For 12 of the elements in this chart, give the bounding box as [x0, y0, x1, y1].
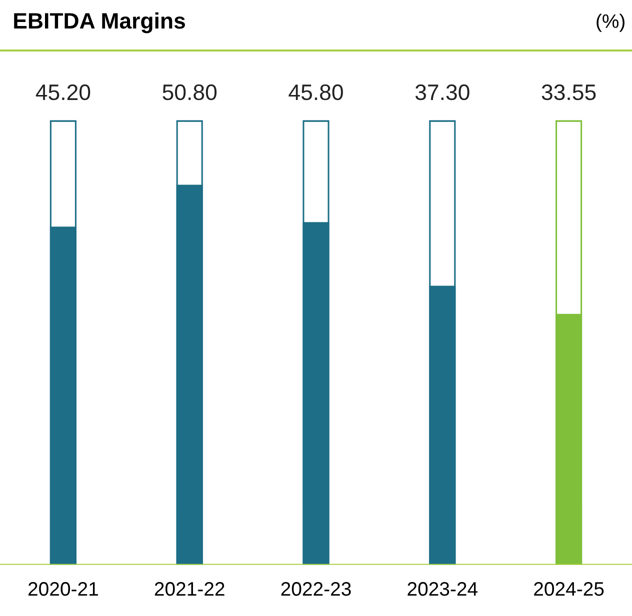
data-label: 45.80: [288, 84, 343, 100]
data-label: 45.20: [36, 84, 90, 100]
chart-title: EBITDA Margins: [14, 12, 185, 34]
x-tick-label: 2020-21: [28, 582, 98, 596]
x-tick-label: 2024-25: [534, 582, 604, 596]
x-tick-label: 2021-22: [154, 582, 224, 596]
data-label: 33.55: [542, 84, 596, 100]
data-label: 37.30: [415, 84, 470, 100]
text: (%): [596, 14, 624, 32]
data-label: 50.80: [162, 84, 217, 100]
x-tick-label: 2023-24: [408, 582, 478, 596]
x-tick-label: 2022-23: [281, 582, 351, 596]
